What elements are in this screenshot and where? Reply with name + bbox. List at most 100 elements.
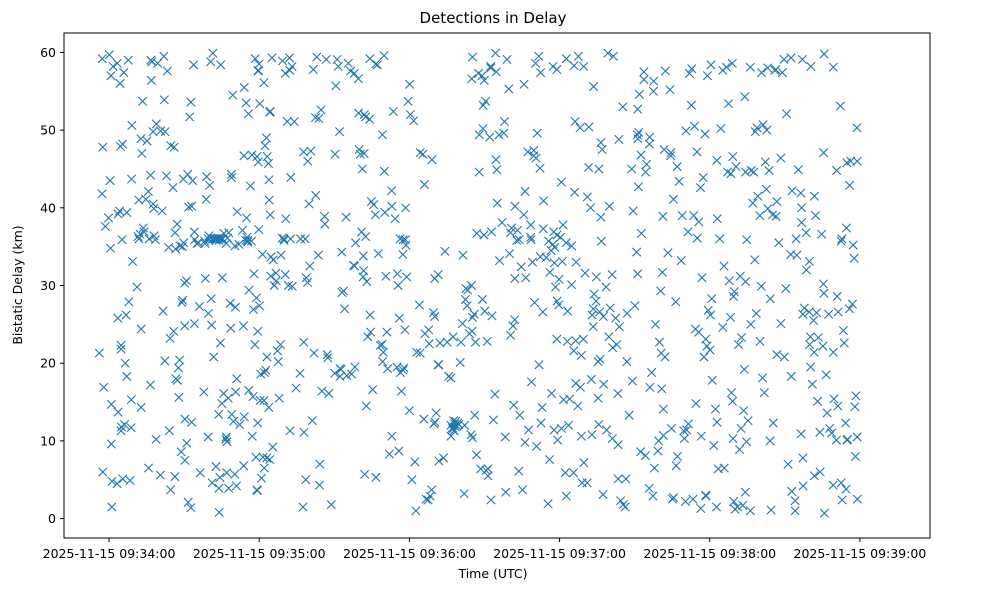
data-point (531, 441, 542, 451)
y-tick-label: 30 (40, 278, 56, 293)
data-point (702, 341, 712, 351)
data-point (727, 396, 738, 406)
data-point (771, 211, 781, 221)
data-point (304, 199, 314, 209)
data-point (560, 468, 570, 478)
data-point (835, 101, 845, 111)
data-point (144, 463, 154, 473)
data-point (645, 132, 655, 142)
data-point (564, 394, 575, 404)
data-point (368, 385, 378, 395)
data-point (206, 57, 216, 67)
data-point (105, 176, 115, 186)
data-point (299, 427, 309, 437)
data-point (94, 348, 104, 358)
data-point (467, 433, 478, 443)
data-point (317, 386, 327, 396)
data-point (168, 183, 178, 193)
data-point (787, 186, 797, 196)
data-point (828, 480, 838, 490)
data-point (159, 95, 169, 105)
data-point (656, 286, 666, 296)
data-point (618, 102, 628, 112)
data-point (809, 471, 819, 481)
data-point (768, 418, 778, 428)
data-point (658, 211, 668, 221)
data-point (726, 388, 737, 398)
data-point (392, 269, 402, 279)
data-point (362, 277, 372, 287)
data-point (326, 500, 336, 510)
data-point (535, 163, 545, 173)
data-point (383, 364, 393, 374)
data-point (261, 133, 272, 143)
data-point (604, 201, 614, 211)
data-point (756, 68, 767, 78)
data-point (502, 54, 512, 65)
data-point (354, 108, 364, 118)
data-point (707, 375, 717, 385)
data-point (500, 432, 510, 442)
data-point (852, 156, 862, 166)
data-point (582, 192, 592, 202)
data-point (223, 393, 233, 403)
data-point (472, 228, 482, 239)
data-point (633, 182, 644, 192)
data-point (147, 57, 157, 67)
data-point (378, 357, 388, 367)
data-point (721, 62, 732, 72)
data-point (338, 286, 349, 296)
data-point (538, 196, 549, 206)
data-point (357, 164, 367, 174)
data-point (433, 270, 443, 280)
data-point (164, 426, 174, 436)
data-point (594, 164, 604, 174)
data-point (538, 224, 548, 234)
data-point (621, 474, 631, 484)
data-point (466, 430, 476, 440)
data-point (561, 491, 571, 501)
data-point (684, 68, 695, 78)
data-point (215, 472, 225, 482)
data-point (828, 347, 838, 357)
data-point (183, 497, 193, 507)
data-point (731, 162, 741, 172)
data-point (729, 496, 739, 507)
data-point (739, 364, 749, 374)
data-point (271, 276, 281, 286)
data-point (113, 209, 123, 219)
data-point (526, 232, 536, 242)
data-point (527, 257, 538, 267)
data-point (474, 130, 484, 140)
data-point (379, 166, 389, 176)
data-point (779, 352, 789, 362)
data-point (409, 116, 419, 126)
data-point (827, 428, 837, 438)
data-point (410, 457, 420, 467)
data-point (745, 506, 755, 516)
data-point (267, 53, 277, 63)
data-point (370, 210, 380, 220)
data-point (632, 130, 643, 140)
data-point (761, 184, 771, 194)
data-point (254, 59, 264, 69)
data-point (586, 374, 596, 385)
data-point (359, 266, 369, 276)
data-point (401, 203, 411, 213)
data-point (182, 438, 192, 448)
data-point (711, 502, 722, 512)
data-point (215, 338, 226, 348)
data-point (523, 147, 533, 157)
data-point (658, 430, 669, 441)
y-axis-label: Bistatic Delay (km) (10, 225, 25, 344)
data-point (470, 337, 481, 347)
data-point (306, 146, 316, 156)
data-point (550, 242, 560, 253)
x-tick-label: 2025-11-15 09:37:00 (493, 546, 626, 561)
data-point (801, 265, 811, 275)
data-point (501, 487, 511, 497)
data-point (253, 418, 263, 428)
data-point (448, 332, 458, 342)
data-point (373, 249, 383, 259)
data-point (796, 429, 806, 439)
